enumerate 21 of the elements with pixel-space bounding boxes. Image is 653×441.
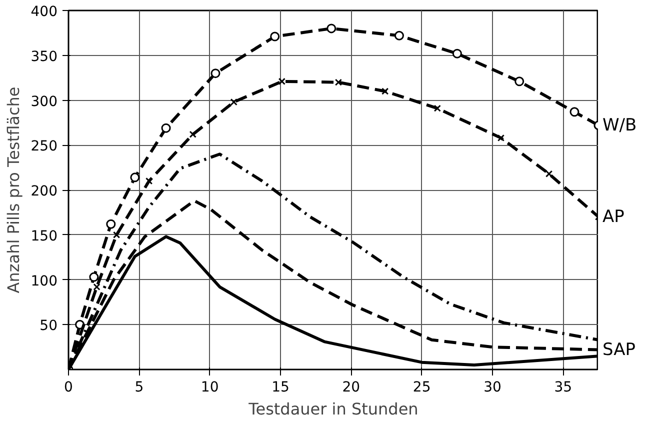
series-label: W/B xyxy=(602,115,637,136)
y-axis-title: Anzahl Pills pro Testfläche xyxy=(4,86,23,294)
x-tick-label: 5 xyxy=(134,380,144,396)
y-tick-label: 250 xyxy=(30,138,58,155)
y-tick-label: 150 xyxy=(30,228,58,244)
y-tick-label: 300 xyxy=(30,94,58,110)
y-tick-label: 350 xyxy=(30,48,58,65)
y-tick-label: 100 xyxy=(30,273,58,290)
x-axis-title: Testdauer in Stunden xyxy=(248,400,418,418)
x-tick-label: 35 xyxy=(554,380,572,396)
x-tick-label: 10 xyxy=(200,380,219,396)
x-tick-label: 0 xyxy=(64,380,73,396)
x-tick-label: 30 xyxy=(484,380,502,396)
y-tick-label: 50 xyxy=(40,318,58,334)
x-tick-label: 20 xyxy=(342,380,360,396)
y-tick-label: 200 xyxy=(30,184,58,200)
x-tick-label: 25 xyxy=(412,380,431,396)
series-label: SAP xyxy=(602,340,636,360)
y-tick-label: 400 xyxy=(30,4,58,20)
series-label: AP xyxy=(602,206,624,227)
x-tick-label: 15 xyxy=(272,380,290,396)
